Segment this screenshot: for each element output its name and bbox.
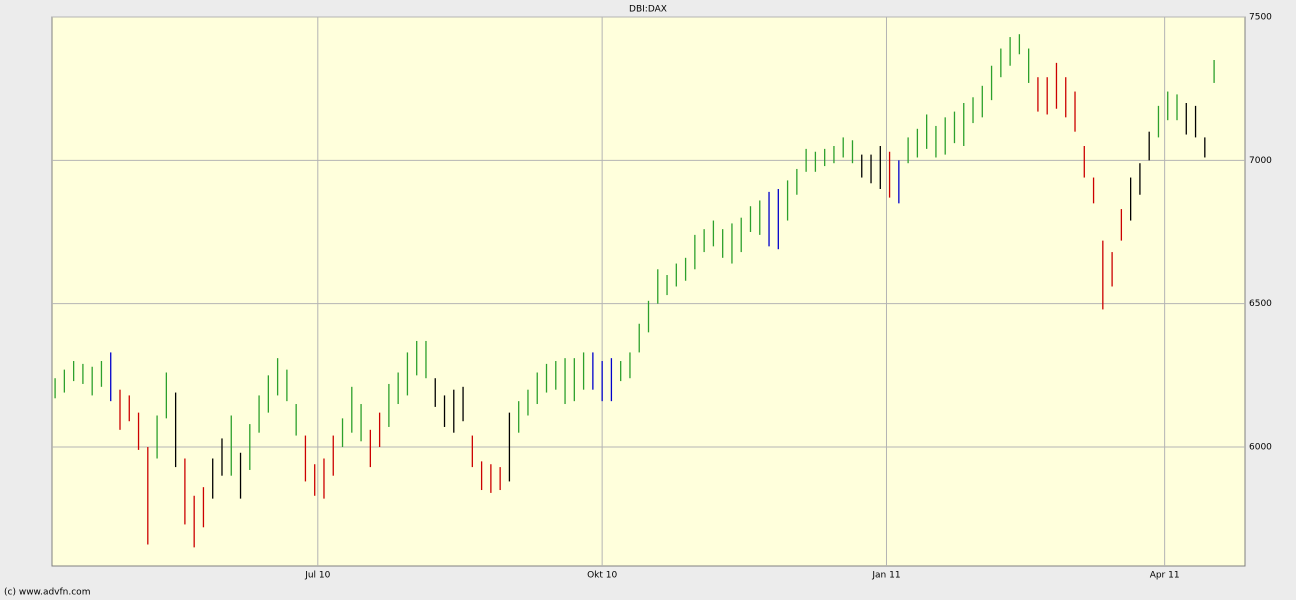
y-tick-label: 7500 [1249,13,1272,23]
y-tick-label: 6000 [1249,443,1272,453]
footer: (c) www.advfn.com [4,588,90,598]
plot-area [51,16,1246,567]
x-tick-label: Jul 10 [304,571,330,581]
x-tick-label: Jan 11 [871,571,900,581]
y-tick-label: 6500 [1249,299,1272,309]
x-tick-label: Okt 10 [587,571,617,581]
y-tick-label: 7000 [1249,156,1272,166]
chart-title: DBI:DAX [629,5,667,15]
x-tick-label: Apr 11 [1150,571,1180,581]
